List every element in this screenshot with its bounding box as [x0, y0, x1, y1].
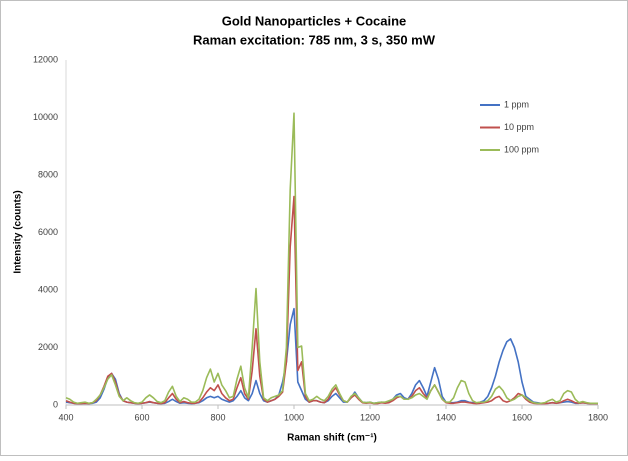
y-tick-label: 10000	[33, 112, 58, 122]
x-tick-label: 400	[58, 412, 73, 422]
x-tick-label: 1200	[360, 412, 380, 422]
x-tick-label: 1000	[284, 412, 304, 422]
y-tick-label: 12000	[33, 54, 58, 64]
y-tick-label: 2000	[38, 342, 58, 352]
y-tick-label: 0	[53, 399, 58, 409]
series-line	[65, 195, 598, 405]
y-tick-label: 4000	[38, 284, 58, 294]
chart-subtitle: Raman excitation: 785 nm, 3 s, 350 mW	[193, 32, 436, 47]
y-tick-label: 6000	[38, 227, 58, 237]
legend-label: 100 ppm	[504, 144, 539, 154]
x-tick-label: 600	[134, 412, 149, 422]
series-line	[65, 112, 598, 405]
y-axis-label: Intensity (counts)	[13, 190, 24, 273]
x-tick-label: 800	[210, 412, 225, 422]
x-tick-label: 1400	[436, 412, 456, 422]
chart-title: Gold Nanoparticles + Cocaine	[222, 13, 407, 28]
y-tick-label: 8000	[38, 169, 58, 179]
x-tick-label: 1800	[588, 412, 608, 422]
legend-label: 1 ppm	[504, 99, 529, 109]
x-tick-label: 1600	[512, 412, 532, 422]
legend-label: 10 ppm	[504, 122, 534, 132]
x-axis-label: Raman shift (cm⁻¹)	[287, 433, 377, 444]
